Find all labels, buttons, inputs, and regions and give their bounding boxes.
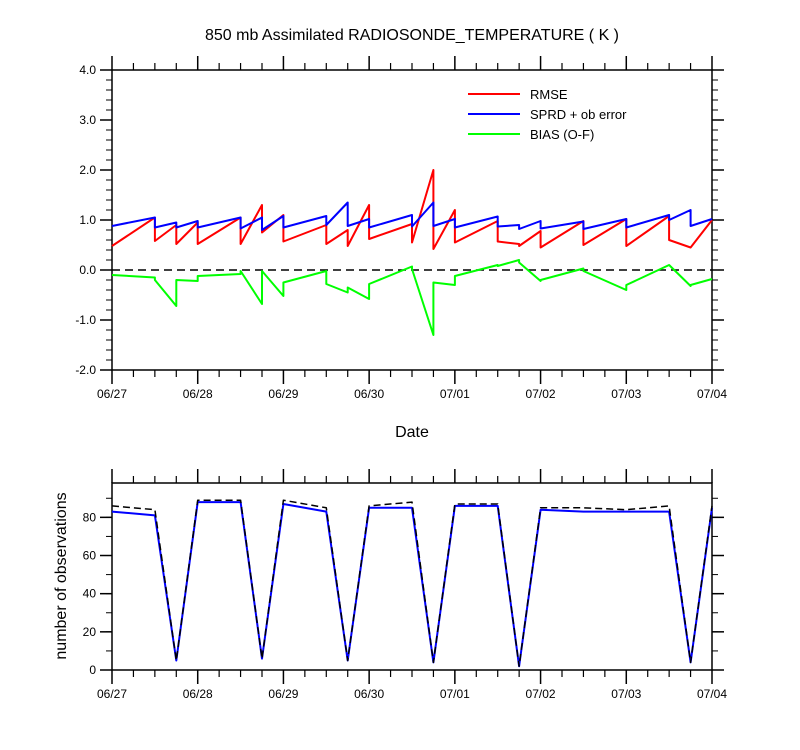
legend-label: SPRD + ob error xyxy=(530,107,627,122)
y-tick-label: 0 xyxy=(89,663,96,677)
y-tick-label: 40 xyxy=(83,587,97,601)
y-tick-label: 2.0 xyxy=(79,163,96,177)
x-tick-label: 07/02 xyxy=(526,387,556,401)
series-line-1 xyxy=(111,501,713,668)
legend-label: RMSE xyxy=(530,87,568,102)
x-tick-label: 07/02 xyxy=(526,687,556,701)
series-line-3 xyxy=(111,259,713,336)
x-tick-label: 06/30 xyxy=(354,387,384,401)
x-tick-label: 06/29 xyxy=(268,687,298,701)
y-tick-label: -1.0 xyxy=(75,313,96,327)
x-tick-label: 06/28 xyxy=(183,387,213,401)
series-line-1 xyxy=(111,169,713,250)
x-tick-label: 06/30 xyxy=(354,687,384,701)
bottom-y-axis-title: number of observations xyxy=(53,492,70,659)
bottom-plot-layer: 06/27 06/28 06/29 06/30 07/01 07/02 07/03 07/04… xyxy=(83,469,727,701)
y-tick-label: 3.0 xyxy=(79,113,96,127)
x-tick-label: 06/27 xyxy=(97,687,127,701)
x-tick-label: 07/01 xyxy=(440,687,470,701)
chart-title: 850 mb Assimilated RADIOSONDE_TEMPERATUR… xyxy=(205,27,619,44)
y-tick-label: 0.0 xyxy=(79,263,96,277)
x-tick-label: 06/29 xyxy=(268,387,298,401)
top-x-axis-title: Date xyxy=(395,424,429,441)
x-tick-label: 07/04 xyxy=(697,387,727,401)
top-plot-layer: 06/27 06/28 06/29 06/30 07/01 07/02 07/03 07/04… xyxy=(75,56,727,401)
x-tick-label: 07/03 xyxy=(611,687,641,701)
series-line-2 xyxy=(111,201,713,231)
y-tick-label: 4.0 xyxy=(79,63,96,77)
y-tick-label: 80 xyxy=(83,510,97,524)
y-tick-label: 1.0 xyxy=(79,213,96,227)
x-tick-label: 06/28 xyxy=(183,687,213,701)
x-tick-label: 07/04 xyxy=(697,687,727,701)
y-tick-label: -2.0 xyxy=(75,363,96,377)
y-tick-label: 20 xyxy=(83,625,97,639)
x-tick-label: 06/27 xyxy=(97,387,127,401)
x-tick-label: 07/01 xyxy=(440,387,470,401)
x-tick-label: 07/03 xyxy=(611,387,641,401)
series-line-2 xyxy=(111,499,713,667)
legend-label: BIAS (O-F) xyxy=(530,127,594,142)
y-tick-label: 60 xyxy=(83,549,97,563)
